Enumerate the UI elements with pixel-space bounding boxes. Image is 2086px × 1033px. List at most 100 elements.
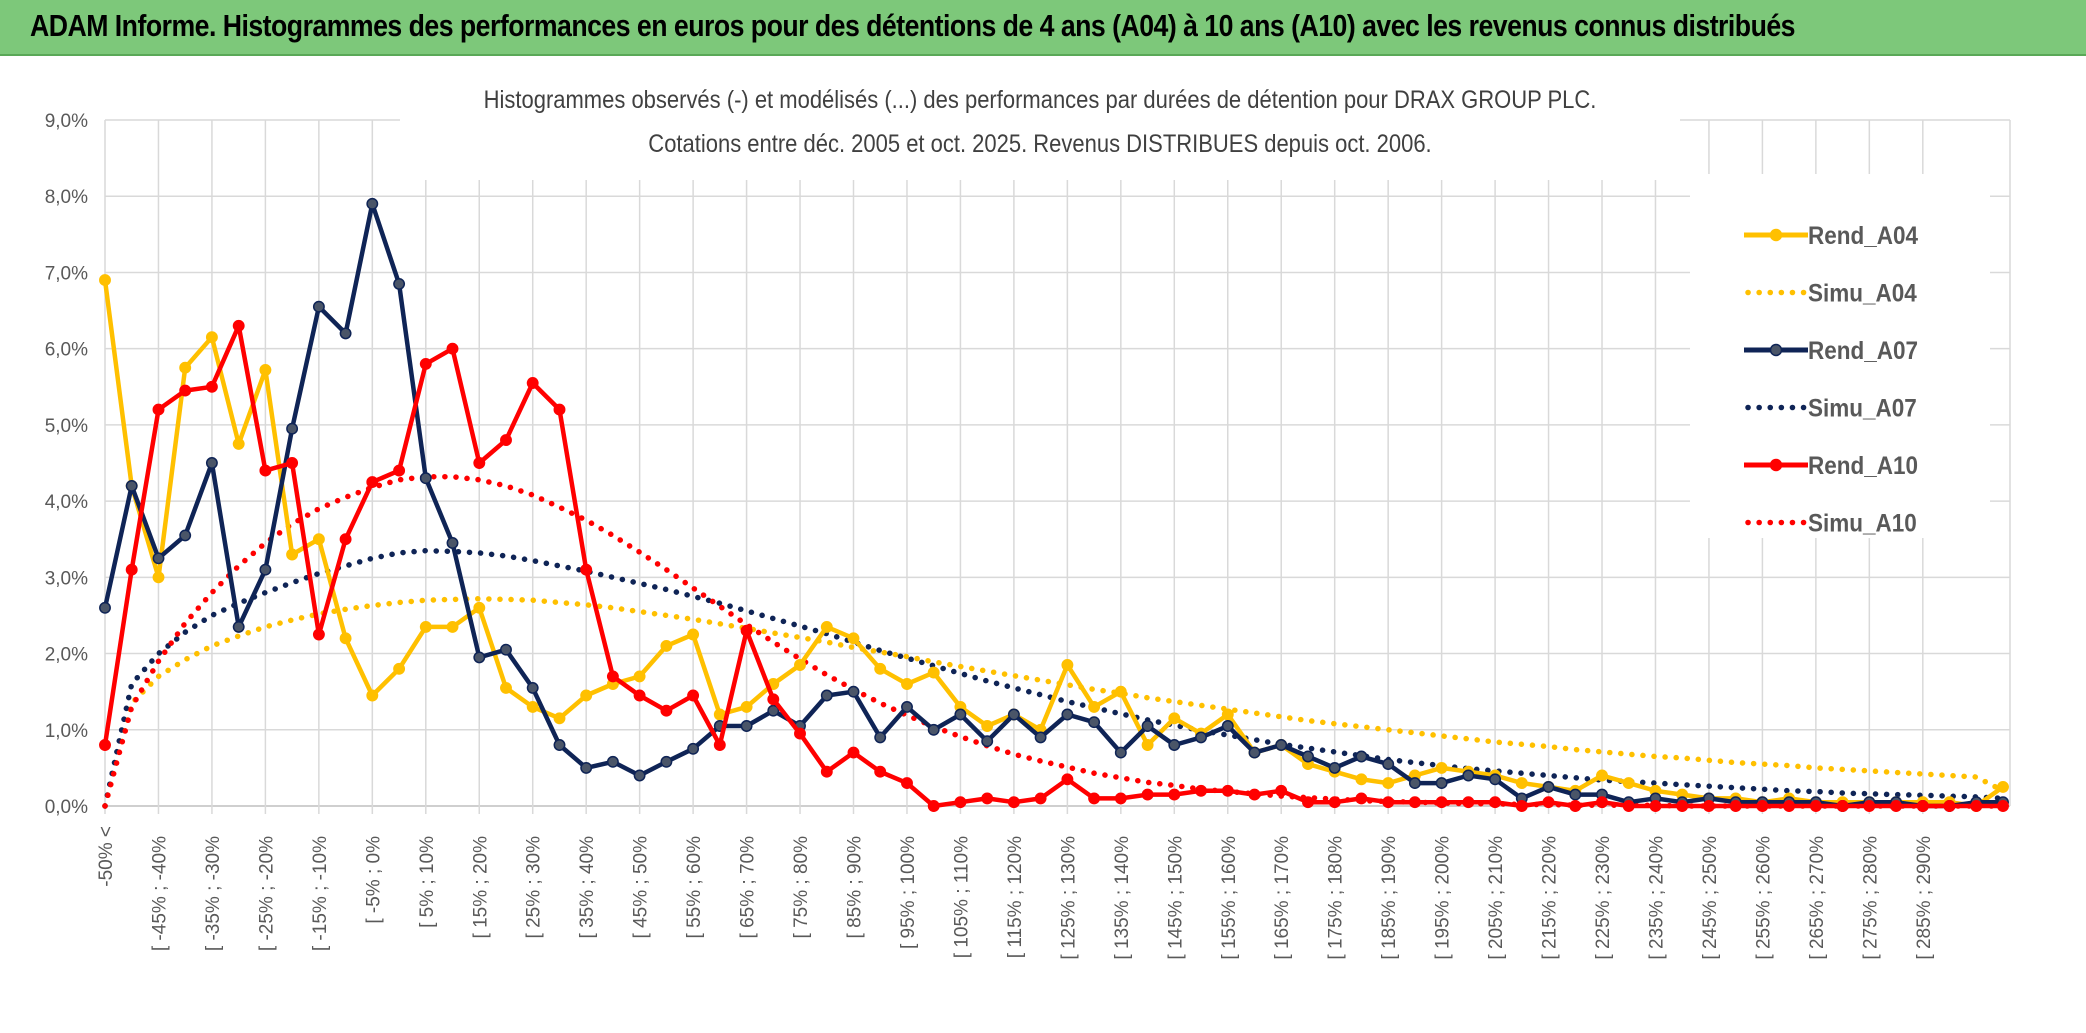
data-point: [1622, 800, 1635, 812]
data-point: [740, 700, 753, 713]
data-point: [1221, 720, 1234, 732]
data-point: [259, 563, 272, 576]
data-point: [526, 377, 539, 389]
data-point: [1462, 796, 1475, 809]
legend-marker: [1769, 343, 1783, 357]
x-tick-label: [ 265% ; 270%: [1807, 836, 1828, 960]
legend-item-Rend_A04: Rend_A04: [1744, 222, 1919, 250]
data-point: [99, 601, 111, 614]
data-point: [553, 739, 566, 751]
data-point: [1489, 773, 1502, 786]
x-tick-label: [ 155% ; 160%: [1219, 836, 1240, 960]
data-point: [874, 731, 887, 744]
x-tick-label: [ -15% ; -10%: [310, 836, 331, 951]
y-tick-label: 5,0%: [45, 416, 88, 437]
series-line: [102, 547, 2006, 809]
data-point: [1168, 739, 1181, 751]
data-point: [1141, 788, 1154, 801]
data-point: [1141, 720, 1154, 732]
data-point: [1435, 777, 1448, 790]
data-point: [660, 639, 673, 652]
data-point: [393, 464, 406, 477]
data-point: [286, 457, 299, 469]
legend-item-Simu_A04: Simu_A04: [1745, 279, 1917, 308]
legend-label: Simu_A04: [1808, 279, 1917, 307]
data-point: [1355, 750, 1368, 763]
data-point: [1328, 761, 1341, 774]
data-point: [1355, 792, 1368, 805]
legend-marker: [1769, 458, 1783, 472]
x-tick-label: [ 275% ; 280%: [1860, 836, 1881, 960]
data-point: [606, 670, 619, 683]
y-tick-label: 7,0%: [45, 263, 88, 284]
data-point: [339, 327, 352, 340]
x-tick-label: [ 185% ; 190%: [1379, 836, 1400, 960]
data-point: [393, 277, 406, 290]
x-tick-label: [ 145% ; 150%: [1165, 836, 1186, 960]
data-point: [125, 479, 138, 492]
x-tick-label: [ 255% ; 260%: [1753, 836, 1774, 960]
data-point: [473, 457, 486, 469]
data-point: [874, 662, 887, 675]
x-tick-label: [ 55% ; 60%: [684, 836, 705, 939]
data-point: [1596, 769, 1608, 782]
x-tick-label: [ 115% ; 120%: [1005, 836, 1026, 958]
data-point: [232, 620, 245, 633]
x-tick-label: [ 225% ; 230%: [1593, 836, 1614, 960]
data-point: [1275, 784, 1288, 797]
data-point: [1435, 796, 1448, 809]
x-tick-label: [ 285% ; 290%: [1914, 836, 1935, 960]
data-point: [179, 384, 192, 397]
x-tick-label: [ 125% ; 130%: [1058, 836, 1079, 960]
legend-background: [1690, 174, 1990, 538]
data-point: [1489, 796, 1502, 809]
data-point: [1382, 758, 1395, 771]
data-point: [1836, 800, 1849, 812]
chart-subtitle: Cotations entre déc. 2005 et oct. 2025. …: [648, 130, 1431, 158]
x-tick-label: [ 65% ; 70%: [738, 836, 759, 939]
legend-label: Simu_A07: [1808, 394, 1917, 422]
series-line: [102, 595, 2006, 809]
chart: Histogrammes observés (-) et modélisés (…: [45, 76, 2011, 960]
legend-item-Rend_A07: Rend_A07: [1744, 337, 1918, 365]
data-point: [1034, 731, 1047, 744]
series-layer: [99, 197, 2009, 812]
x-tick-label: [ 75% ; 80%: [791, 836, 812, 939]
data-point: [1114, 792, 1127, 805]
data-point: [713, 708, 726, 721]
data-point: [820, 689, 833, 702]
data-point: [954, 708, 967, 721]
data-point: [1382, 796, 1395, 809]
data-point: [152, 571, 165, 584]
data-point: [125, 563, 138, 576]
data-point: [366, 476, 379, 489]
data-point: [901, 777, 913, 790]
data-point: [1168, 788, 1181, 801]
data-point: [1248, 788, 1261, 801]
data-point: [393, 662, 406, 675]
data-point: [981, 735, 994, 748]
data-point: [1462, 769, 1475, 782]
data-point: [794, 727, 806, 740]
x-tick-label: [ 195% ; 200%: [1433, 836, 1454, 960]
x-tick-label: [ 245% ; 250%: [1700, 836, 1721, 960]
data-point: [553, 403, 566, 416]
data-point: [1649, 800, 1662, 812]
legend-label: Simu_A10: [1808, 509, 1917, 537]
data-point: [366, 689, 379, 702]
data-point: [473, 601, 486, 614]
data-point: [1355, 773, 1368, 786]
y-tick-label: 8,0%: [45, 187, 88, 208]
data-point: [1569, 788, 1582, 801]
data-point: [446, 620, 459, 633]
data-point: [820, 765, 833, 778]
x-tick-label: [ -35% ; -30%: [203, 836, 224, 951]
data-point: [339, 533, 352, 546]
data-point: [553, 712, 566, 725]
legend-label: Rend_A04: [1808, 222, 1919, 250]
x-tick-label: [ 135% ; 140%: [1112, 836, 1133, 960]
data-point: [1997, 780, 2009, 793]
data-point: [446, 342, 459, 355]
x-tick-label: -50% <: [96, 826, 117, 887]
data-point: [740, 624, 753, 637]
